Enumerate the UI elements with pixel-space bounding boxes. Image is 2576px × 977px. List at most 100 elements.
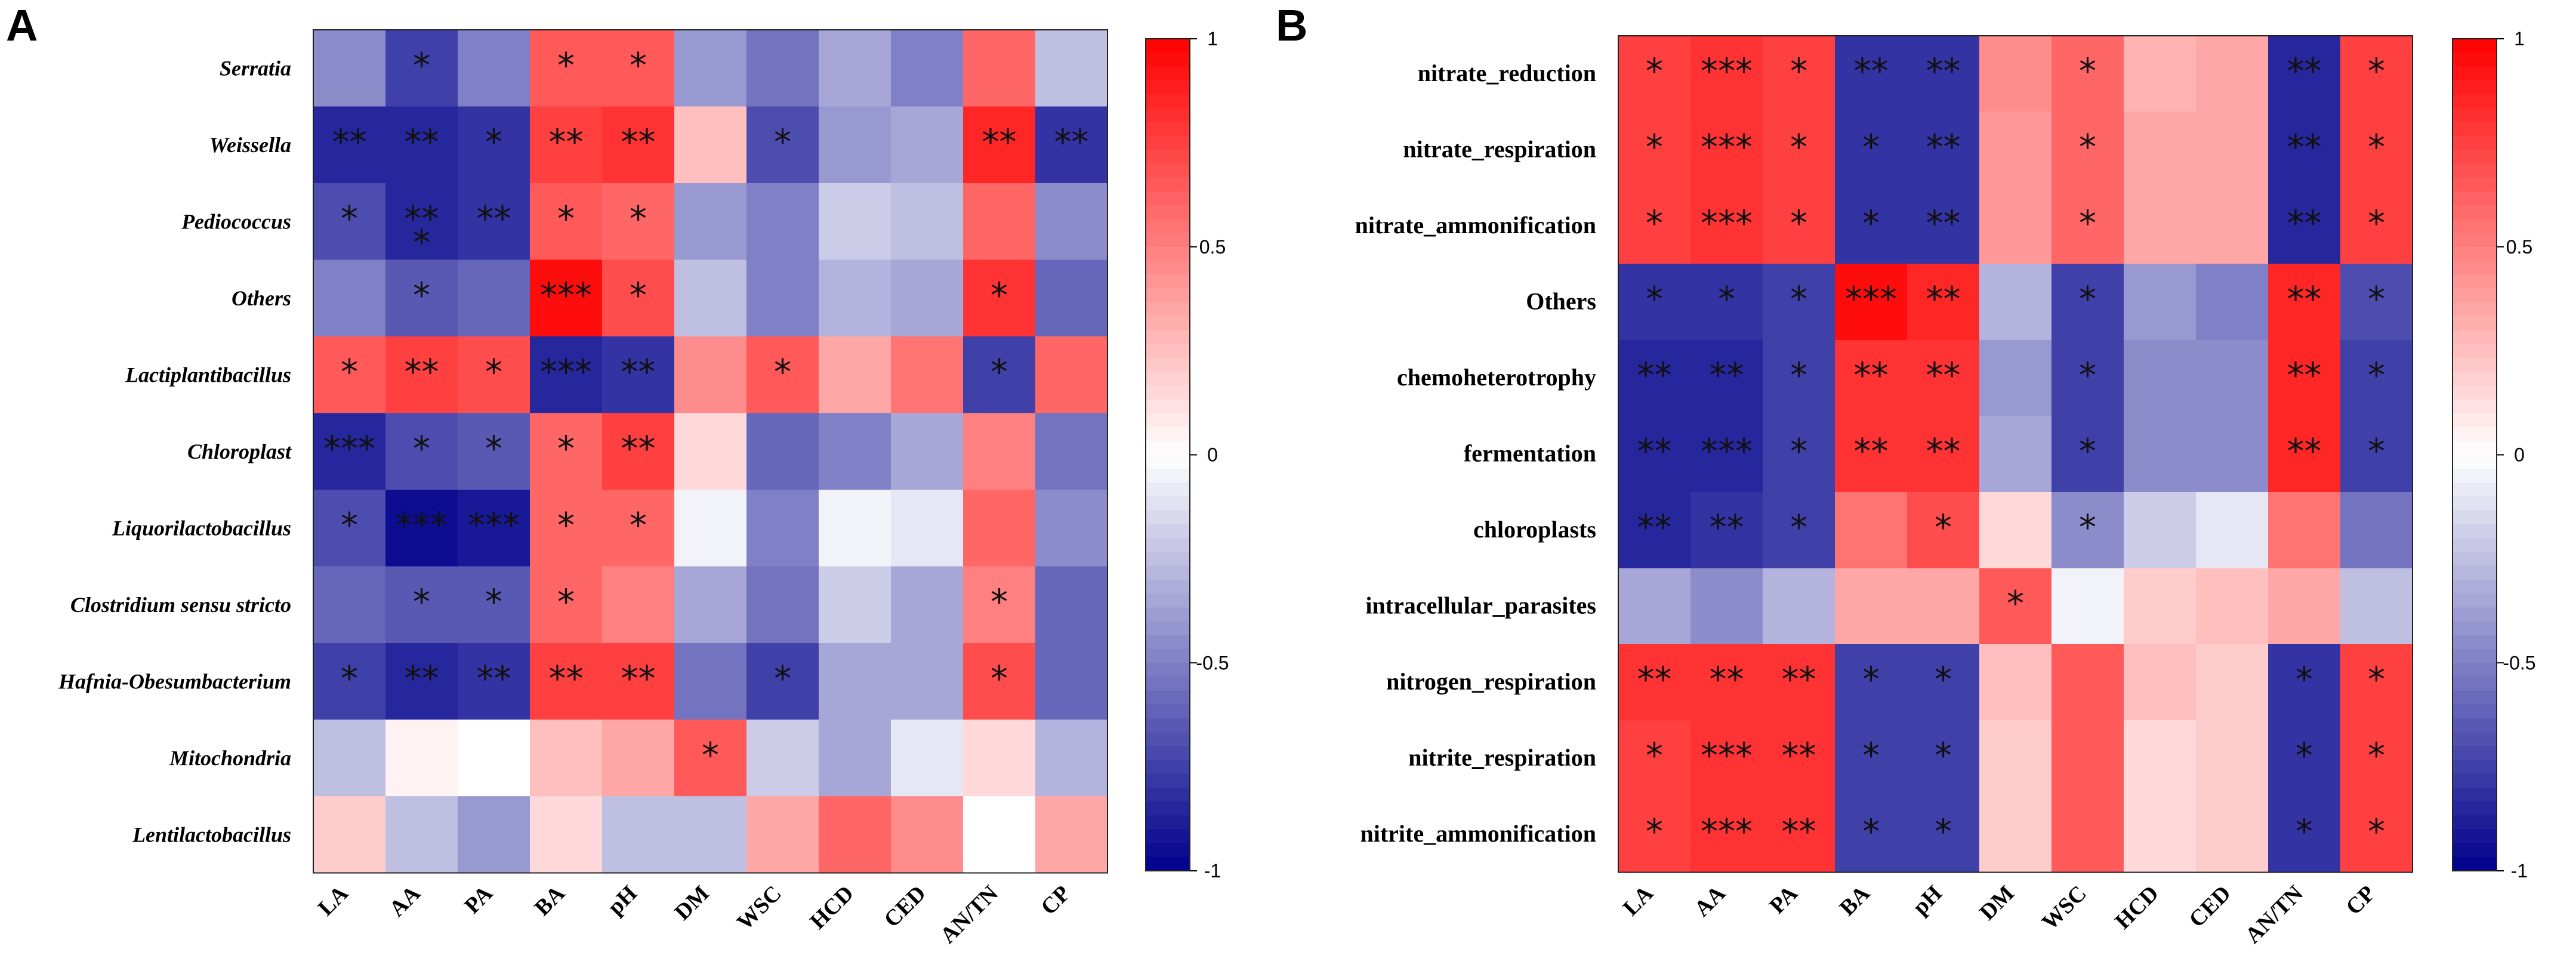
colorbar-segment [2452,524,2497,539]
significance-marker: ** [2287,431,2322,472]
significance-marker: ** [332,122,367,162]
significance-marker: ** [1926,355,1961,395]
significance-marker: *** [1701,431,1753,472]
heatmap-cell [2051,188,2124,265]
significance-marker: *** [1701,51,1753,91]
colorbar-segment [1146,385,1190,400]
heatmap-cell [1035,413,1108,490]
significance-marker: ** [477,199,511,239]
significance-marker: * [1862,127,1880,168]
significance-marker: * [2368,735,2385,776]
colorbar-segment [2452,163,2497,178]
colorbar-segment [2452,344,2497,358]
heatmap-cell [674,106,747,184]
row-label: nitrogen_respiration [1386,668,1596,695]
significance-marker: * [2296,659,2313,700]
significance-marker: * [341,658,358,699]
colorbar-segment [2452,108,2497,123]
significance-marker: * [1862,659,1880,700]
colorbar-segment [1146,274,1190,289]
significance-marker: *** [540,275,592,316]
heatmap-cell [1035,719,1108,797]
colorbar-tick-label: -1 [2511,860,2528,882]
heatmap-cell [458,259,530,337]
heatmap-cell [1690,644,1763,721]
significance-marker: * [413,428,430,469]
heatmap-cell [891,643,964,721]
row-label: Others [1526,287,1596,314]
heatmap-cell [2051,644,2124,721]
significance-marker: * [2079,127,2096,168]
heatmap-cell [2268,796,2341,873]
heatmap-cell [1618,340,1691,417]
heatmap-cell [2196,264,2269,341]
heatmap-cell [2268,188,2341,265]
heatmap-cell [458,30,530,107]
colorbar-segment [2452,66,2497,81]
significance-marker: ** [621,352,656,392]
significance-marker: ** [1637,355,1672,395]
heatmap-cell [1835,796,1908,873]
row-label: nitrate_respiration [1403,135,1596,162]
colorbar-segment [1146,663,1190,678]
heatmap-cell [891,183,964,261]
significance-marker: * [413,582,430,622]
row-label: Weissella [209,133,291,157]
heatmap-cell [2124,264,2196,341]
column-label: PA [459,880,498,919]
colorbar-segment [2452,538,2497,553]
colorbar-segment [1146,579,1190,594]
significance-marker: * [991,352,1008,392]
colorbar-segment [1146,455,1190,469]
heatmap-cell [385,796,458,874]
row-label: Hafnia-Obesumbacterium [58,669,291,693]
heatmap-cell [1690,416,1763,493]
colorbar-segment [1146,302,1190,317]
significance-marker: ** [1782,735,1816,776]
heatmap-cell [1907,36,1980,113]
heatmap-cell [1690,264,1763,341]
heatmap-cell [674,183,747,261]
heatmap-cell [819,796,891,874]
colorbar-segment [2452,663,2497,678]
colorbar-segment [1146,483,1190,497]
significance-marker: * [1790,203,1807,243]
significance-marker: * [991,582,1008,622]
significance-marker: * [2079,51,2096,91]
heatmap-cell [2196,796,2269,873]
colorbar-segment [2452,80,2497,95]
heatmap-cell [602,566,675,644]
colorbar-segment [1146,760,1190,775]
colorbar-segment [1146,801,1190,816]
row-label: nitrite_ammonification [1361,820,1597,847]
significance-marker: ** [1854,431,1889,472]
colorbar-segment [1146,39,1190,54]
colorbar-segment [1146,787,1190,802]
heatmap-cell [1763,264,1835,341]
column-label: WSC [732,881,786,935]
colorbar-segment [1146,732,1190,747]
colorbar-segment [2452,122,2497,137]
significance-marker: * [1790,279,1807,320]
significance-marker: * [630,505,647,546]
heatmap-cell [1835,720,1908,797]
heatmap-cell [1618,644,1691,721]
heatmap-cell [746,490,819,567]
colorbar-segment [2452,746,2497,760]
heatmap-cell [963,719,1036,797]
heatmap-cell [530,490,603,567]
heatmap-cell [819,259,891,337]
heatmap-cell [2051,492,2124,569]
colorbar-segment [2452,372,2497,387]
significance-marker: *** [396,505,448,546]
heatmap-cell [746,796,819,874]
significance-marker: * [702,735,719,775]
colorbar-segment [2452,787,2497,802]
significance-marker: ** [1926,127,1961,168]
heatmap-cell [2268,264,2341,341]
heatmap-cell [2196,188,2269,265]
significance-marker: ** [549,658,584,699]
heatmap-cell [674,796,747,874]
heatmap-frame [1618,35,2413,873]
heatmap-cell [891,336,964,414]
